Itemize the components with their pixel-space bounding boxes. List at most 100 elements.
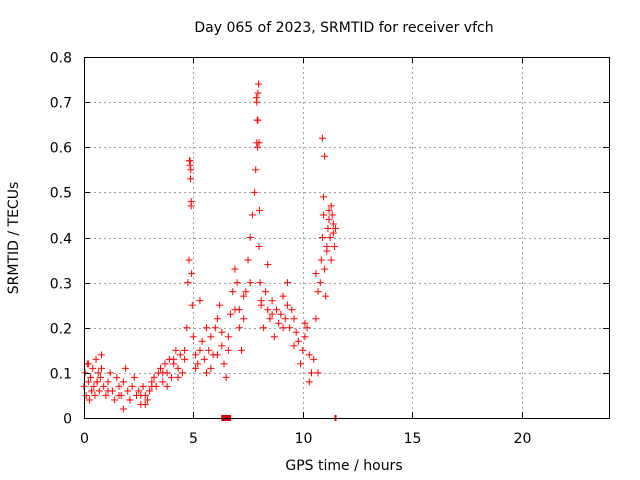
data-point xyxy=(198,337,206,345)
data-point xyxy=(233,279,241,287)
data-point xyxy=(207,364,215,372)
data-point xyxy=(301,319,309,327)
x-tick-label: 10 xyxy=(295,431,313,447)
y-tick-label: 0.3 xyxy=(50,277,72,293)
data-point xyxy=(290,315,298,323)
data-point xyxy=(87,373,95,381)
data-point xyxy=(253,143,261,151)
data-point xyxy=(257,297,265,305)
data-point xyxy=(186,157,194,165)
data-point xyxy=(281,315,289,323)
data-point xyxy=(259,324,267,332)
data-point xyxy=(329,229,337,237)
data-point xyxy=(143,396,151,404)
data-point xyxy=(318,134,326,142)
data-point xyxy=(187,197,195,205)
data-point xyxy=(254,89,262,97)
data-point xyxy=(222,373,230,381)
data-point xyxy=(238,346,245,354)
data-point xyxy=(255,243,263,251)
data-point xyxy=(229,288,237,296)
data-point xyxy=(100,382,108,390)
data-point xyxy=(329,220,337,228)
x-tick-label: 5 xyxy=(189,431,198,447)
data-point xyxy=(255,80,263,88)
y-tick-label: 0.7 xyxy=(50,96,72,112)
data-point xyxy=(235,324,243,332)
data-point xyxy=(251,188,259,196)
data-point xyxy=(84,360,92,368)
data-point xyxy=(213,315,221,323)
data-point xyxy=(218,328,226,336)
data-point xyxy=(148,382,156,390)
data-point xyxy=(255,139,263,147)
data-point xyxy=(113,373,121,381)
x-tick-label: 0 xyxy=(80,431,89,447)
data-point xyxy=(252,94,260,102)
data-point xyxy=(82,391,90,399)
data-point xyxy=(299,346,307,354)
data-point xyxy=(301,333,309,341)
data-point xyxy=(104,387,112,395)
data-point xyxy=(91,391,99,399)
data-point xyxy=(273,306,280,314)
data-point xyxy=(98,364,105,372)
data-point xyxy=(183,324,191,332)
x-axis-label: GPS time / hours xyxy=(285,458,402,474)
data-point xyxy=(196,297,204,305)
data-point xyxy=(244,256,252,264)
data-point xyxy=(139,382,147,390)
data-point xyxy=(312,315,320,323)
data-point xyxy=(119,405,127,413)
data-point xyxy=(242,288,250,296)
data-point xyxy=(224,346,232,354)
data-point xyxy=(115,391,123,399)
data-point xyxy=(200,355,208,363)
data-point xyxy=(88,387,96,395)
data-point xyxy=(254,116,262,124)
data-point xyxy=(126,396,134,404)
data-point xyxy=(102,391,110,399)
data-point xyxy=(308,369,315,377)
data-point xyxy=(279,292,287,300)
data-point xyxy=(262,288,270,296)
data-point xyxy=(297,360,305,368)
x-tick-label: 15 xyxy=(404,431,422,447)
data-point xyxy=(172,346,180,354)
data-point xyxy=(218,342,226,350)
data-point xyxy=(81,369,89,377)
x-tick-label: 20 xyxy=(514,431,532,447)
data-point xyxy=(292,328,300,336)
data-point xyxy=(104,378,112,386)
data-point xyxy=(246,279,254,287)
data-point xyxy=(290,342,298,350)
y-tick-label: 0.4 xyxy=(50,232,72,248)
data-point xyxy=(286,324,294,332)
data-point xyxy=(205,346,213,354)
data-point xyxy=(111,396,119,404)
data-points xyxy=(80,80,340,413)
y-tick-labels: 0 0.1 0.2 0.3 0.4 0.5 0.6 0.7 0.8 xyxy=(50,51,72,428)
data-point xyxy=(240,315,248,323)
data-point xyxy=(252,166,260,174)
data-point xyxy=(185,256,193,264)
chart-title: Day 065 of 2023, SRMTID for receiver vfc… xyxy=(194,20,493,36)
data-point xyxy=(317,256,325,264)
data-point xyxy=(213,351,221,359)
data-point xyxy=(310,355,318,363)
data-point xyxy=(192,364,200,372)
data-point xyxy=(89,364,97,372)
data-point xyxy=(240,292,248,300)
data-point xyxy=(275,319,283,327)
data-point xyxy=(196,346,204,354)
data-point xyxy=(130,373,138,381)
data-point xyxy=(93,378,101,386)
data-point xyxy=(188,301,196,309)
data-point xyxy=(85,396,93,404)
data-point xyxy=(84,378,92,386)
data-point xyxy=(327,256,335,264)
data-point xyxy=(325,206,333,214)
data-point xyxy=(330,243,338,251)
data-point xyxy=(321,265,329,273)
data-point xyxy=(227,310,235,318)
